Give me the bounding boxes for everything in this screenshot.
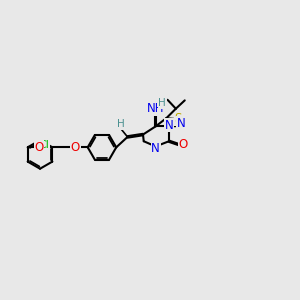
Text: Cl: Cl <box>39 140 50 150</box>
Text: N: N <box>151 142 160 155</box>
Text: S: S <box>175 112 182 125</box>
Text: H: H <box>117 119 125 129</box>
Text: H: H <box>158 98 166 109</box>
Text: O: O <box>178 138 188 151</box>
Text: NH: NH <box>147 102 164 115</box>
Text: N: N <box>176 117 185 130</box>
Text: O: O <box>70 141 80 154</box>
Text: N: N <box>165 119 173 132</box>
Text: O: O <box>34 141 44 154</box>
